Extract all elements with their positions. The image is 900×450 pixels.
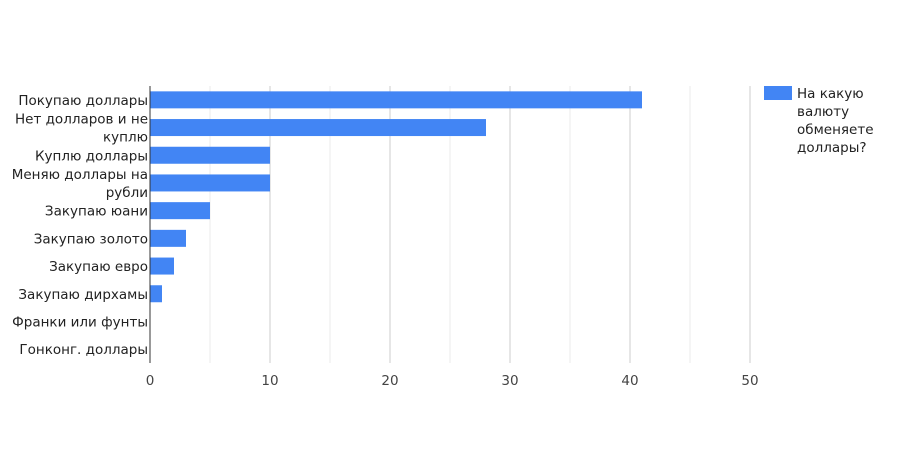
bar[interactable] — [150, 285, 162, 303]
legend[interactable]: На какую валюту обменяете доллары? — [764, 86, 874, 156]
bar[interactable] — [150, 91, 642, 109]
x-tick-labels: 0 10 20 30 40 50 — [146, 373, 759, 389]
bar[interactable] — [150, 119, 486, 137]
bar[interactable] — [150, 257, 174, 275]
x-tick-label: 0 — [146, 373, 155, 389]
category-labels: Покупаю доллары Нет долларов и не куплю Куп… — [12, 93, 148, 358]
bars — [150, 91, 642, 303]
bar[interactable] — [150, 229, 186, 247]
x-tick-label: 50 — [741, 373, 758, 389]
bar[interactable] — [150, 202, 210, 220]
x-tick-label: 30 — [501, 373, 518, 389]
category-label: Куплю доллары — [35, 148, 148, 164]
category-label: Закупаю евро — [49, 259, 148, 275]
category-label: Франки или фунты — [12, 314, 148, 330]
legend-label: На какую валюту обменяете доллары? — [797, 86, 874, 156]
x-tick-label: 20 — [381, 373, 398, 389]
category-label: Закупаю юани — [45, 204, 148, 220]
bar[interactable] — [150, 174, 270, 192]
category-label: Закупаю дирхамы — [18, 287, 148, 303]
category-label: Нет долларов и не куплю — [15, 112, 148, 146]
category-label: Закупаю золото — [34, 231, 148, 247]
category-label: Гонконг. доллары — [19, 342, 148, 358]
x-tick-label: 40 — [621, 373, 638, 389]
category-label: Покупаю доллары — [18, 93, 148, 109]
legend-swatch — [764, 86, 792, 100]
bar[interactable] — [150, 146, 270, 164]
category-label: Меняю доллары на рубли — [12, 167, 148, 201]
x-tick-label: 10 — [261, 373, 278, 389]
